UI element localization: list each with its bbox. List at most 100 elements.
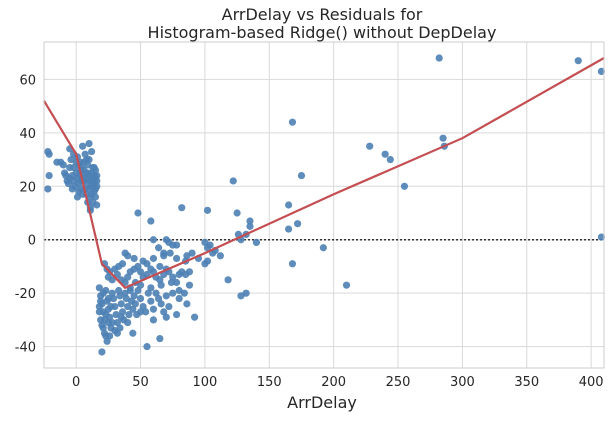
- data-point: [439, 134, 447, 142]
- fit-line-path: [43, 57, 605, 290]
- x-tick-label: 0: [72, 375, 80, 390]
- data-point: [90, 163, 98, 172]
- data-point: [172, 254, 181, 263]
- tick-labels: 0 50 100 150 200 250 300 350 400 -40 -20 0 20 40 60: [15, 73, 604, 390]
- data-point: [134, 209, 142, 217]
- data-point: [85, 139, 93, 148]
- data-point: [134, 262, 142, 271]
- data-point: [91, 193, 100, 201]
- data-point: [144, 289, 152, 297]
- data-point: [91, 185, 100, 193]
- data-point: [147, 284, 155, 292]
- data-point: [203, 206, 212, 214]
- y-tick-label: -20: [15, 287, 36, 302]
- data-point: [99, 324, 107, 332]
- data-point: [162, 292, 170, 300]
- data-point: [99, 289, 107, 297]
- data-point: [597, 233, 606, 241]
- data-point: [130, 292, 138, 300]
- y-tick-label: 60: [19, 73, 36, 88]
- data-point: [160, 249, 168, 257]
- data-point: [143, 270, 151, 279]
- x-tick-label: 50: [132, 375, 149, 390]
- data-point: [93, 201, 101, 209]
- data-point: [147, 297, 155, 305]
- x-tick-label: 350: [514, 375, 539, 390]
- data-point: [178, 204, 186, 212]
- data-point: [154, 244, 163, 252]
- data-point: [157, 300, 165, 308]
- data-point: [80, 166, 88, 174]
- data-point: [188, 249, 196, 257]
- data-point: [201, 260, 209, 268]
- data-point: [82, 155, 91, 164]
- data-point: [242, 289, 250, 297]
- data-point: [109, 294, 118, 303]
- x-tick-label: 250: [386, 375, 411, 390]
- data-point: [93, 172, 101, 180]
- data-point: [154, 294, 163, 303]
- x-tick-label: 300: [450, 375, 475, 390]
- data-point: [149, 236, 158, 244]
- data-point: [319, 244, 327, 252]
- data-point: [102, 332, 110, 340]
- data-point: [294, 220, 302, 228]
- data-point: [229, 177, 237, 185]
- data-point: [574, 57, 582, 65]
- y-tick-label: 20: [19, 180, 36, 195]
- data-point: [102, 310, 110, 319]
- data-point: [142, 308, 150, 316]
- y-tick-label: 40: [19, 127, 36, 142]
- data-point: [156, 262, 164, 271]
- data-point: [172, 241, 181, 249]
- data-point: [134, 286, 142, 295]
- data-point: [160, 308, 168, 316]
- data-point: [386, 155, 394, 164]
- data-point: [45, 150, 53, 158]
- plot-frame: [43, 41, 605, 369]
- x-tick-label: 400: [579, 375, 604, 390]
- data-point: [44, 185, 52, 193]
- data-point: [113, 318, 121, 327]
- data-point: [162, 313, 170, 321]
- data-point: [136, 268, 145, 276]
- data-point: [124, 318, 132, 327]
- data-point: [224, 276, 232, 284]
- data-point: [342, 281, 351, 289]
- data-point: [206, 241, 214, 249]
- grid-lines: [44, 42, 604, 368]
- chart-title-line-1: ArrDelay vs Residuals for: [222, 5, 423, 24]
- data-point: [172, 278, 181, 287]
- data-point: [108, 276, 116, 284]
- data-point: [149, 316, 158, 324]
- data-point: [252, 238, 261, 247]
- data-point: [113, 270, 121, 279]
- data-point: [126, 286, 134, 295]
- data-point: [97, 316, 105, 324]
- data-point: [185, 281, 194, 289]
- data-point: [597, 67, 606, 75]
- data-point: [124, 273, 132, 281]
- data-point: [191, 313, 199, 321]
- data-point: [157, 281, 165, 289]
- data-point: [167, 278, 176, 287]
- data-point: [400, 182, 409, 190]
- data-point: [143, 343, 151, 351]
- data-point: [121, 278, 129, 287]
- scatter-points: [44, 54, 606, 356]
- data-point: [89, 180, 97, 188]
- y-tick-label: -40: [15, 341, 36, 356]
- data-point: [180, 289, 188, 297]
- data-point: [136, 294, 145, 303]
- data-point: [149, 254, 158, 263]
- data-point: [67, 155, 75, 164]
- data-point: [246, 222, 254, 230]
- x-tick-label: 200: [321, 375, 346, 390]
- data-point: [165, 302, 173, 311]
- data-point: [284, 201, 293, 209]
- data-point: [435, 54, 443, 62]
- data-point: [88, 147, 96, 156]
- data-point: [143, 260, 151, 268]
- data-point: [125, 310, 133, 319]
